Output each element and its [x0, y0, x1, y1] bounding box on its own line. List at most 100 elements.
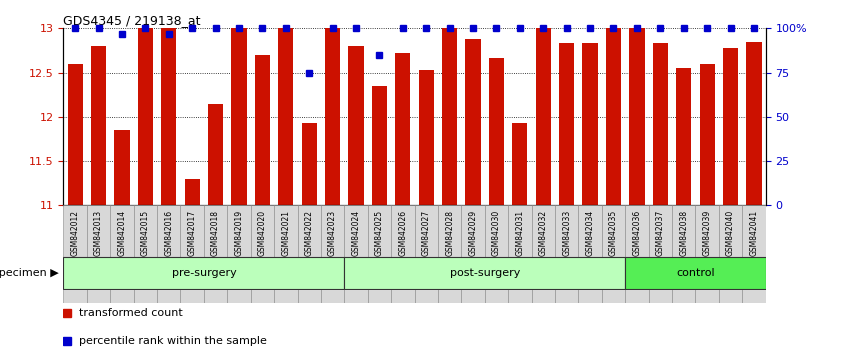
Bar: [68, 64, 83, 205]
Text: pre-surgery: pre-surgery: [172, 268, 236, 278]
Bar: [555, 205, 579, 303]
Text: GSM842030: GSM842030: [492, 210, 501, 256]
Text: GSM842037: GSM842037: [656, 210, 665, 256]
Bar: [110, 205, 134, 303]
Text: GSM842035: GSM842035: [609, 210, 618, 256]
Bar: [162, 28, 176, 205]
Bar: [415, 205, 438, 303]
Bar: [63, 205, 87, 303]
Bar: [395, 53, 410, 205]
Bar: [625, 205, 649, 303]
Text: GSM842019: GSM842019: [234, 210, 244, 256]
Bar: [208, 104, 223, 205]
Bar: [513, 123, 527, 205]
Text: GSM842034: GSM842034: [585, 210, 595, 256]
Bar: [204, 205, 228, 303]
Text: GSM842029: GSM842029: [469, 210, 477, 256]
Bar: [302, 123, 316, 205]
Bar: [489, 58, 504, 205]
Bar: [508, 205, 531, 303]
Bar: [723, 48, 738, 205]
Text: GSM842039: GSM842039: [703, 210, 711, 256]
Text: GSM842028: GSM842028: [445, 210, 454, 256]
Bar: [465, 39, 481, 205]
Text: GSM842018: GSM842018: [212, 210, 220, 256]
Bar: [653, 44, 667, 205]
Text: GSM842027: GSM842027: [422, 210, 431, 256]
Bar: [228, 205, 250, 303]
Bar: [134, 205, 157, 303]
Bar: [559, 44, 574, 205]
Bar: [676, 68, 691, 205]
Bar: [255, 55, 270, 205]
Bar: [629, 28, 645, 205]
Bar: [391, 205, 415, 303]
Text: control: control: [676, 268, 715, 278]
Bar: [649, 205, 672, 303]
Text: GSM842017: GSM842017: [188, 210, 196, 256]
Bar: [419, 70, 434, 205]
Text: GSM842023: GSM842023: [328, 210, 337, 256]
Bar: [274, 205, 298, 303]
Bar: [719, 205, 742, 303]
Text: specimen ▶: specimen ▶: [0, 268, 59, 278]
Bar: [114, 130, 129, 205]
Bar: [672, 205, 695, 303]
Text: GSM842040: GSM842040: [726, 210, 735, 256]
Text: GSM842021: GSM842021: [282, 210, 290, 256]
Text: GSM842036: GSM842036: [633, 210, 641, 256]
Bar: [579, 205, 602, 303]
Bar: [91, 46, 106, 205]
Text: GSM842020: GSM842020: [258, 210, 266, 256]
Text: transformed count: transformed count: [80, 308, 183, 318]
Text: GDS4345 / 219138_at: GDS4345 / 219138_at: [63, 14, 201, 27]
Text: GSM842015: GSM842015: [141, 210, 150, 256]
Text: GSM842014: GSM842014: [118, 210, 126, 256]
Bar: [87, 205, 110, 303]
Bar: [184, 179, 200, 205]
Bar: [438, 205, 461, 303]
Text: post-surgery: post-surgery: [449, 268, 520, 278]
Bar: [349, 46, 364, 205]
Bar: [321, 205, 344, 303]
Text: GSM842013: GSM842013: [94, 210, 103, 256]
Text: percentile rank within the sample: percentile rank within the sample: [80, 336, 267, 346]
Bar: [602, 205, 625, 303]
Bar: [742, 205, 766, 303]
Text: GSM842038: GSM842038: [679, 210, 688, 256]
Text: GSM842024: GSM842024: [352, 210, 360, 256]
Text: GSM842022: GSM842022: [305, 210, 314, 256]
Bar: [232, 28, 246, 205]
Bar: [325, 28, 340, 205]
Text: GSM842033: GSM842033: [563, 210, 571, 256]
Bar: [298, 205, 321, 303]
Bar: [531, 205, 555, 303]
Text: GSM842041: GSM842041: [750, 210, 758, 256]
Bar: [138, 28, 153, 205]
Bar: [461, 205, 485, 303]
FancyBboxPatch shape: [625, 257, 766, 289]
Bar: [583, 44, 597, 205]
Bar: [180, 205, 204, 303]
Bar: [368, 205, 391, 303]
Bar: [695, 205, 719, 303]
Bar: [278, 28, 294, 205]
Bar: [606, 28, 621, 205]
Text: GSM842032: GSM842032: [539, 210, 547, 256]
Bar: [442, 28, 457, 205]
Text: GSM842012: GSM842012: [71, 210, 80, 256]
Text: GSM842031: GSM842031: [515, 210, 525, 256]
Bar: [157, 205, 180, 303]
Bar: [746, 42, 761, 205]
Bar: [344, 205, 368, 303]
Bar: [700, 64, 715, 205]
Bar: [372, 86, 387, 205]
FancyBboxPatch shape: [344, 257, 625, 289]
Text: GSM842026: GSM842026: [398, 210, 407, 256]
Text: GSM842016: GSM842016: [164, 210, 173, 256]
Bar: [536, 28, 551, 205]
Bar: [485, 205, 508, 303]
Text: GSM842025: GSM842025: [375, 210, 384, 256]
FancyBboxPatch shape: [63, 257, 344, 289]
Bar: [250, 205, 274, 303]
